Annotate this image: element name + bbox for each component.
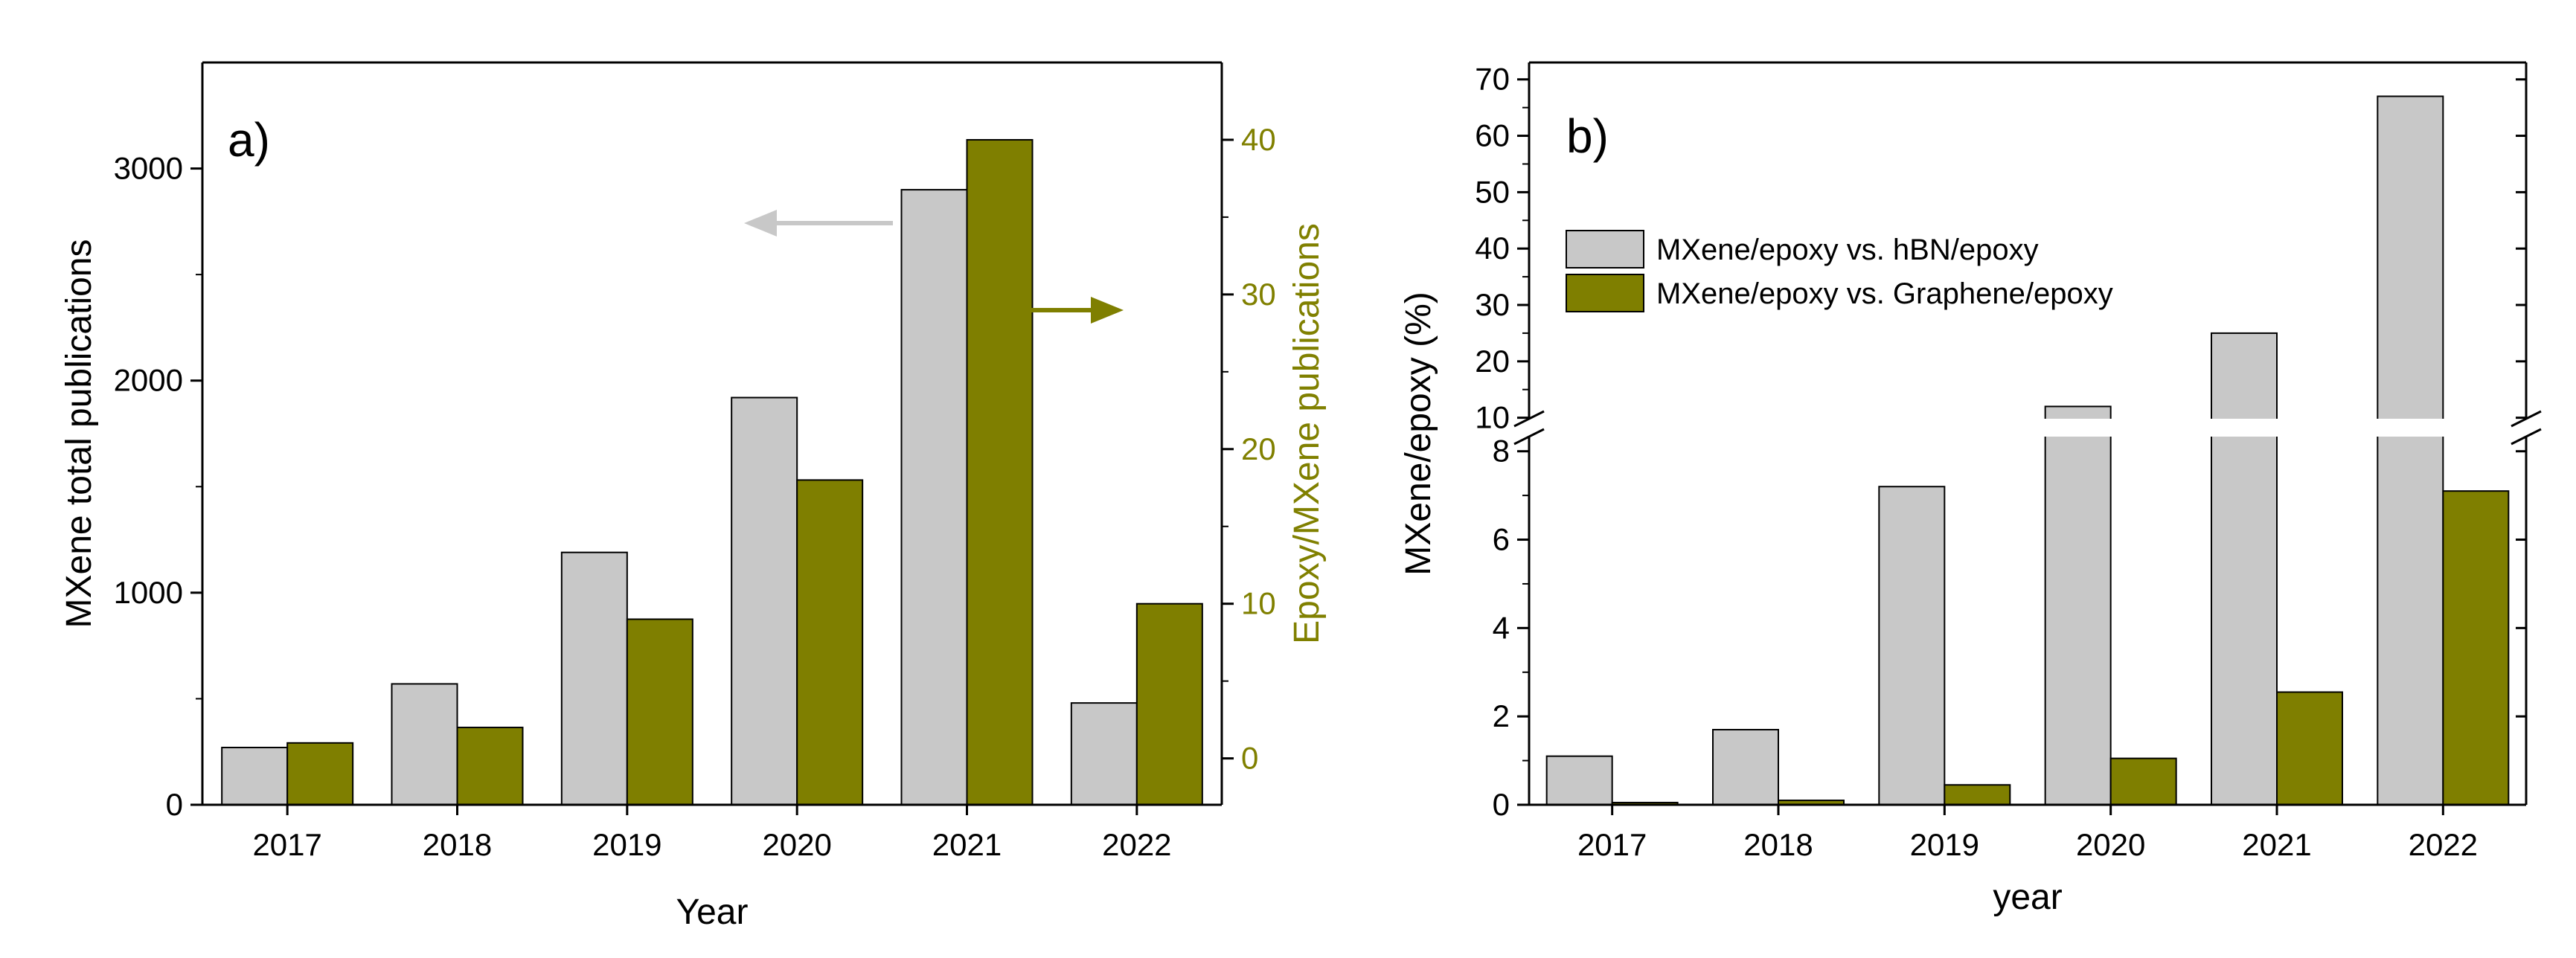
x-tick-label: 2019	[592, 827, 661, 862]
x-tick-label: 2022	[2409, 827, 2478, 862]
y-tick-label: 30	[1475, 287, 1510, 322]
y-left-axis-title: MXene total publications	[60, 240, 99, 629]
y-tick-label: 2	[1493, 698, 1510, 733]
panel-label-a: a)	[228, 113, 270, 167]
y-tick-label: 70	[1475, 62, 1510, 97]
arrow-left-head-icon	[744, 210, 777, 237]
y-left-tick-label: 1000	[114, 575, 183, 610]
x-tick-label: 2018	[1743, 827, 1813, 862]
y-tick-label: 8	[1493, 434, 1510, 469]
bar-epoxy-2022	[1135, 602, 1203, 806]
bar-epoxy-2017	[286, 742, 354, 806]
bar-epoxy-2018	[456, 727, 524, 806]
bar-total-2018	[391, 683, 458, 806]
axis-break-mark	[1513, 428, 1545, 446]
y-tick-label: 40	[1475, 231, 1510, 266]
y-left-tick-label: 0	[166, 787, 183, 822]
x-tick-label: 2017	[252, 827, 321, 862]
bar-hbn-2019	[1878, 486, 1946, 806]
legend-label-hbn: MXene/epoxy vs. hBN/epoxy	[1656, 234, 2039, 266]
bar-hbn-2018	[1712, 729, 1779, 806]
panel-label-b: b)	[1566, 109, 1609, 163]
x-tick-label: 2021	[2242, 827, 2311, 862]
x-tick-label: 2021	[932, 827, 1002, 862]
legend-swatch-hbn	[1566, 230, 1644, 269]
bar-hbn-2021	[2211, 332, 2278, 806]
legend: MXene/epoxy vs. hBN/epoxy MXene/epoxy vs.…	[1566, 230, 2113, 312]
bar-epoxy-2019	[626, 618, 693, 806]
bar-epoxy-2021	[966, 138, 1034, 806]
y-right-tick-label: 40	[1241, 122, 1276, 157]
y-left-tick-label: 3000	[114, 151, 183, 186]
y-tick-label: 60	[1475, 118, 1510, 153]
y-tick-label: 4	[1493, 610, 1510, 645]
y-right-tick-label: 0	[1241, 741, 1258, 776]
x-tick-label: 2017	[1577, 827, 1647, 862]
x-axis-title: year	[1993, 878, 2062, 917]
y-tick-label: 6	[1493, 522, 1510, 557]
bar-total-2017	[221, 747, 289, 806]
x-tick-label: 2020	[762, 827, 831, 862]
bar-total-2019	[560, 551, 628, 806]
y-axis-title: MXene/epoxy (%)	[1399, 292, 1438, 576]
bar-graphene-2019	[1944, 784, 2011, 806]
bar-hbn-2017	[1545, 755, 1613, 806]
y-right-tick-label: 30	[1241, 277, 1276, 312]
bar-hbn-2022	[2377, 95, 2444, 806]
bar-hbn-2020	[2044, 405, 2112, 806]
bar-total-2022	[1070, 702, 1138, 806]
panel-a: 2017 2018 2019 2020 2021 2022 0 1000 2000 3000 0 10…	[60, 61, 1327, 932]
bar-graphene-2021	[2276, 691, 2343, 806]
y-tick-label: 0	[1493, 787, 1510, 822]
x-tick-label: 2022	[1102, 827, 1171, 862]
bar-graphene-2022	[2442, 490, 2510, 806]
y-left-tick-label: 2000	[114, 363, 183, 398]
x-axis-title: Year	[676, 893, 749, 932]
bar-total-2020	[731, 396, 798, 806]
legend-swatch-graphene	[1566, 274, 1644, 312]
y-right-axis-title: Epoxy/MXene publications	[1287, 223, 1327, 644]
panel-b: 2017 2018 2019 2020 2021 2022 0 2 4 6 810 20 30 40 50 6…	[1399, 61, 2542, 917]
bar-total-2021	[900, 189, 968, 806]
legend-label-graphene: MXene/epoxy vs. Graphene/epoxy	[1656, 277, 2113, 310]
y-right-tick-label: 20	[1241, 431, 1276, 466]
y-tick-label: 50	[1475, 174, 1510, 209]
y-tick-label: 20	[1475, 344, 1510, 379]
bar-graphene-2020	[2109, 757, 2177, 806]
axis-break-mark	[2511, 428, 2542, 446]
x-tick-label: 2018	[423, 827, 492, 862]
arrow-right-head-icon	[1091, 297, 1124, 324]
bar-epoxy-2020	[796, 479, 864, 806]
y-tick-label: 10	[1475, 400, 1510, 435]
y-right-tick-label: 10	[1241, 586, 1276, 621]
x-tick-label: 2019	[1910, 827, 1979, 862]
x-tick-label: 2020	[2076, 827, 2145, 862]
axis-break-gap	[1528, 419, 2528, 437]
